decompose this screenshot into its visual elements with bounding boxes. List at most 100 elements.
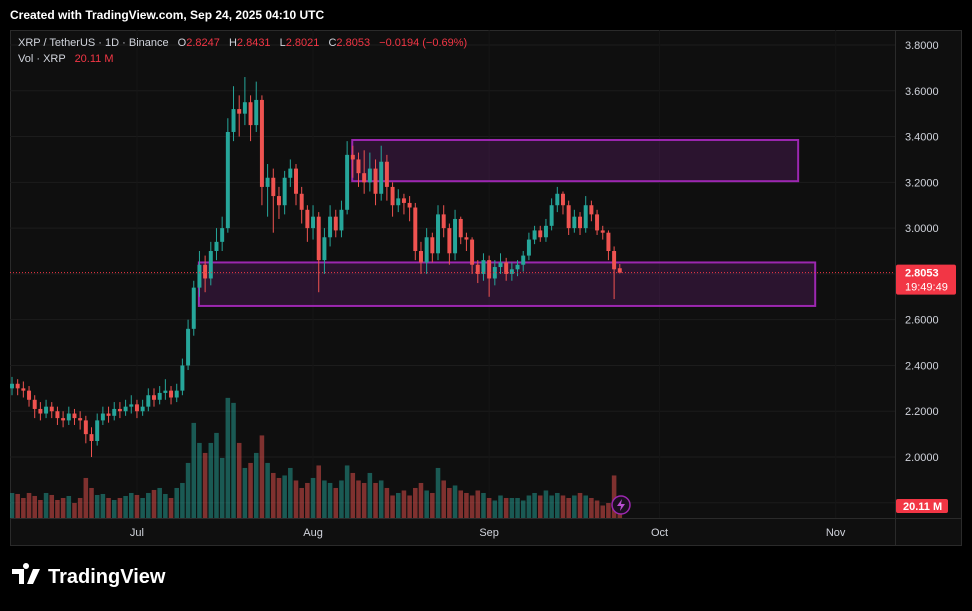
volume-bar [390, 495, 395, 518]
symbol: XRP / TetherUS · 1D · Binance [18, 37, 169, 49]
candle-body [509, 269, 514, 274]
volume-bar [589, 497, 594, 518]
volume-bar [566, 497, 571, 518]
candle-body [504, 262, 509, 274]
volume-bar [378, 480, 384, 518]
volume-bar [475, 490, 481, 518]
ohlc-value: 2.8021 [286, 37, 320, 49]
candle-body [578, 216, 583, 229]
y-tick-label: 3.4000 [905, 132, 939, 144]
volume-bar [447, 487, 452, 518]
volume-bar [577, 492, 583, 518]
last-price-label: 2.8053 [905, 268, 939, 280]
candle-body [112, 408, 117, 416]
volume-bar [611, 475, 617, 518]
volume-bar [60, 497, 66, 518]
candle-body [407, 202, 412, 208]
volume-value: 20.11 M [75, 53, 114, 65]
volume-bar [617, 512, 623, 518]
candle-body [38, 408, 43, 414]
change: −0.0194 (−0.69%) [379, 37, 467, 49]
volume-bar [435, 467, 441, 518]
volume-bar [498, 495, 503, 518]
volume-bar [55, 499, 60, 518]
volume-bar [26, 492, 32, 518]
candle-body [538, 230, 543, 238]
y-tick-label: 3.0000 [905, 223, 939, 235]
volume-bar [180, 482, 185, 518]
candle-body [55, 411, 60, 419]
candle-body [549, 205, 554, 226]
candle-body [543, 225, 548, 238]
volume-bar [129, 492, 134, 518]
volume-bar [89, 487, 94, 518]
candle-body [66, 413, 71, 421]
last-price-box [896, 264, 956, 295]
candle-body [362, 173, 367, 183]
candle-body [146, 395, 151, 407]
volume-bar [299, 487, 304, 518]
candle-body [492, 267, 497, 279]
candle-body [487, 260, 492, 279]
volume-bar [555, 492, 560, 518]
volume-bar [94, 494, 100, 518]
candle-body [294, 168, 298, 194]
volume-bar [106, 497, 111, 518]
candle-body [453, 218, 458, 254]
volume-bar [259, 435, 265, 518]
volume-bar [197, 442, 202, 518]
candle-body [89, 434, 94, 441]
candle-body [418, 251, 423, 263]
candle-body [254, 99, 259, 126]
volume-bar [350, 472, 356, 518]
ohlc-label: L [280, 37, 286, 49]
icon-bolt[interactable] [617, 499, 625, 511]
logo-mark [12, 563, 40, 584]
volume-bar [123, 495, 128, 518]
volume-bar [407, 495, 412, 518]
volume-bar [117, 497, 123, 518]
candle-body [32, 399, 37, 409]
candle-body [464, 237, 469, 240]
candle-body [328, 216, 333, 238]
candle-body [288, 168, 293, 178]
candle-body [333, 216, 338, 231]
volume-bar [174, 487, 179, 518]
legend-header: XRP / TetherUS · 1D · Binance O2.8247 H2… [18, 37, 467, 49]
countdown: 19:49:49 [905, 282, 948, 294]
volume-bar [265, 462, 270, 518]
volume-bar [583, 495, 588, 518]
volume-bar [236, 442, 242, 518]
y-tick-label: 2.0000 [905, 452, 939, 464]
logo: TradingView [12, 563, 166, 588]
candle-body [583, 205, 588, 229]
replay-icon[interactable] [611, 495, 631, 515]
candle-body [458, 218, 463, 238]
volume-title: Vol · XRP [18, 53, 66, 65]
volume-bar [231, 402, 236, 518]
volume-bar [503, 497, 509, 518]
candle-body [61, 418, 66, 421]
volume-bar [344, 465, 350, 518]
candle-body [169, 390, 174, 398]
x-tick-label: Sep [479, 527, 499, 539]
logo-text: TradingView [48, 566, 166, 588]
candle-body [180, 365, 185, 391]
y-tick-label: 2.4000 [905, 360, 939, 372]
candle-body [521, 255, 526, 265]
volume-header: Vol · XRP 20.11 M [18, 53, 114, 65]
candle-body [248, 102, 253, 126]
volume-bar [282, 475, 287, 518]
candle-body [498, 262, 503, 268]
y-tick-label: 2.2000 [905, 406, 939, 418]
volume-bar [532, 492, 537, 518]
candle-body [305, 209, 310, 229]
volume-bar [543, 490, 549, 518]
volume-bar [49, 494, 55, 518]
candle-body [174, 390, 179, 398]
volume-bar [606, 502, 611, 518]
volume-bar [146, 492, 151, 518]
x-tick-label: Nov [826, 527, 846, 539]
volume-bar [413, 487, 418, 518]
